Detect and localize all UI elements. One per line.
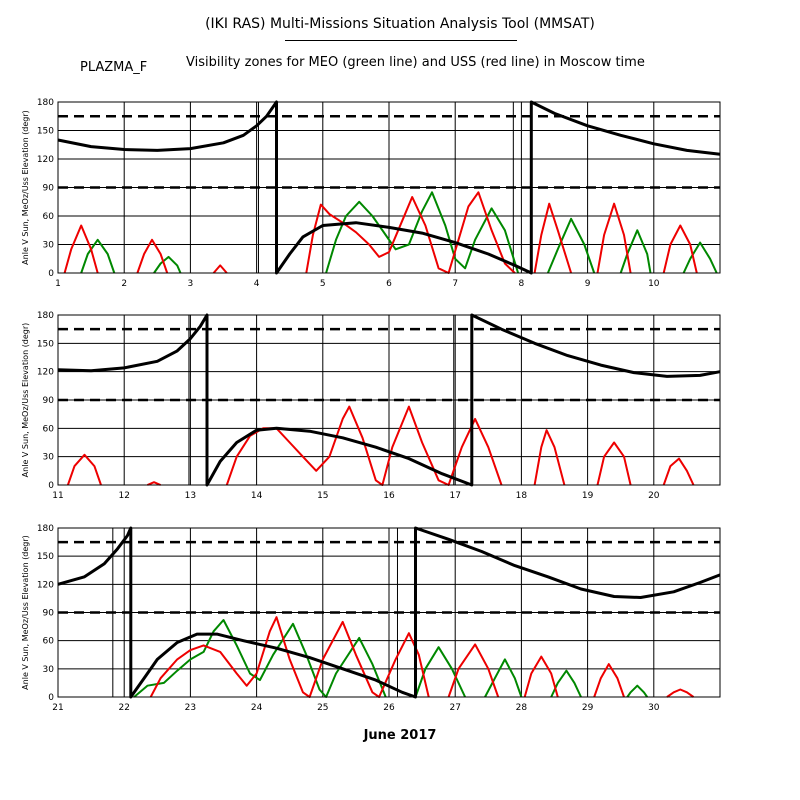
x-tick-label: 24 — [251, 703, 263, 713]
y-tick-label: 30 — [43, 241, 55, 251]
plot-frame — [57, 101, 721, 274]
x-tick-label: 17 — [449, 491, 460, 501]
x-tick-label: 14 — [251, 491, 263, 501]
x-tick-label: 26 — [383, 703, 395, 713]
x-axis-month-label: June 2017 — [363, 728, 437, 743]
x-tick-label: 29 — [582, 703, 594, 713]
x-tick-label: 23 — [185, 703, 196, 713]
x-tick-label: 5 — [320, 279, 326, 289]
sun-angle-line — [57, 526, 721, 699]
x-tick-label: 21 — [52, 703, 63, 713]
y-axis-label: Anle V Sun, MeOz/Uss Elevation (degr) — [21, 535, 30, 690]
y-tick-label: 120 — [37, 580, 54, 590]
x-tick-label: 9 — [585, 279, 591, 289]
y-tick-label: 0 — [48, 693, 54, 703]
x-tick-label: 19 — [582, 491, 594, 501]
chart-subtitle: Visibility zones for MEO (green line) an… — [186, 55, 645, 70]
y-tick-label: 180 — [37, 524, 54, 534]
chart-panel-1: 0 30 60 90 120 150 180 1 2 3 4 5 6 7 8 9 10 Anle V Sun, M… — [21, 98, 721, 289]
x-tick-label: 25 — [317, 703, 328, 713]
y-tick-label: 60 — [43, 212, 55, 222]
y-axis-label: Anle V Sun, MeOz/Uss Elevation (degr) — [21, 110, 30, 265]
y-tick-label: 180 — [37, 98, 54, 108]
x-tick-label: 4 — [254, 279, 260, 289]
x-tick-label: 22 — [118, 703, 129, 713]
uss-elevation-line — [149, 616, 695, 698]
x-tick-label: 6 — [386, 279, 392, 289]
y-tick-label: 60 — [43, 424, 55, 434]
y-tick-label: 150 — [37, 339, 54, 349]
y-tick-label: 180 — [37, 311, 54, 321]
x-tick-label: 16 — [383, 491, 395, 501]
x-tick-label: 10 — [648, 279, 660, 289]
y-tick-label: 90 — [43, 184, 55, 194]
x-tick-label: 3 — [188, 279, 194, 289]
plot-frame — [57, 527, 721, 698]
sun-angle-line — [57, 100, 721, 275]
y-tick-label: 150 — [37, 552, 54, 562]
uss-elevation-line — [66, 405, 695, 486]
plot-frame — [57, 314, 721, 486]
y-tick-label: 120 — [37, 155, 54, 165]
x-tick-label: 12 — [118, 491, 129, 501]
x-tick-label: 8 — [519, 279, 525, 289]
x-tick-label: 7 — [452, 279, 458, 289]
y-tick-label: 0 — [48, 269, 54, 279]
y-tick-label: 60 — [43, 637, 55, 647]
chart-panel-2: 0 30 60 90 120 150 180 11 12 13 14 15 16 17 18 19 20 Anle… — [21, 311, 721, 501]
y-tick-label: 0 — [48, 481, 54, 491]
x-tick-label: 13 — [185, 491, 196, 501]
x-tick-label: 20 — [648, 491, 660, 501]
x-tick-label: 1 — [55, 279, 61, 289]
y-tick-label: 30 — [43, 453, 55, 463]
satellite-name: PLAZMA_F — [80, 60, 148, 75]
uss-elevation-line — [63, 191, 698, 274]
chart-panel-3: 0 30 60 90 120 150 180 21 22 23 24 25 26 27 28 29 30 Anle… — [21, 524, 721, 713]
x-tick-label: 18 — [516, 491, 528, 501]
meo-elevation-line — [80, 191, 718, 274]
x-tick-label: 27 — [449, 703, 460, 713]
page-title: (IKI RAS) Multi-Missions Situation Analy… — [205, 16, 595, 32]
y-tick-label: 30 — [43, 665, 55, 675]
sun-angle-line — [57, 313, 721, 487]
y-axis-label: Anle V Sun, MeOz/Uss Elevation (degr) — [21, 323, 30, 478]
y-tick-label: 90 — [43, 609, 55, 619]
y-tick-label: 90 — [43, 396, 55, 406]
x-tick-label: 15 — [317, 491, 328, 501]
y-tick-label: 120 — [37, 368, 54, 378]
x-tick-label: 30 — [648, 703, 660, 713]
title-underline — [285, 40, 517, 41]
x-tick-label: 11 — [52, 491, 63, 501]
y-tick-label: 150 — [37, 127, 54, 137]
x-tick-label: 2 — [121, 279, 127, 289]
x-tick-label: 28 — [516, 703, 528, 713]
